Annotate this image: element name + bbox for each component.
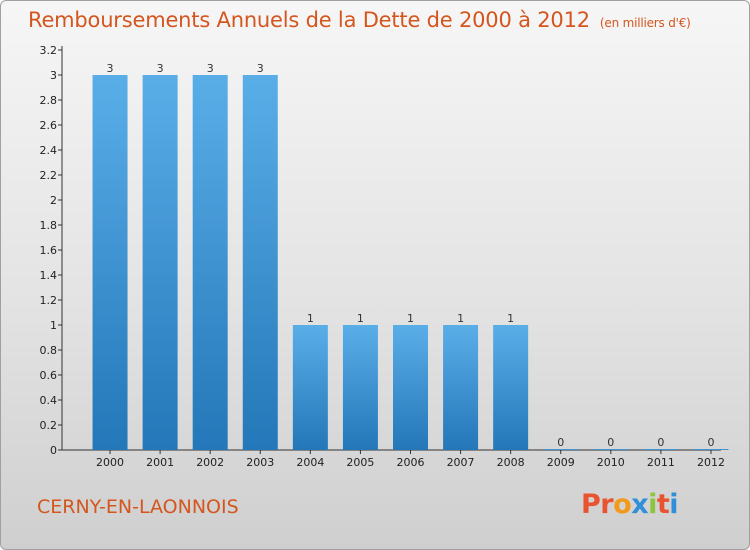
- data-label-2000: 3: [107, 62, 114, 75]
- y-tick-label: 1.8: [40, 219, 58, 232]
- logo-letter: P: [581, 489, 601, 520]
- y-tick-label: 1.2: [40, 294, 58, 307]
- x-tick-label-2003: 2003: [246, 456, 274, 469]
- data-label-2009: 0: [557, 436, 564, 449]
- y-tick-label: 2: [50, 194, 57, 207]
- y-tick-label: 0.2: [40, 419, 58, 432]
- bar-2001: [142, 75, 178, 450]
- data-label-2008: 1: [507, 312, 514, 325]
- logo-letter: x: [631, 489, 649, 520]
- y-tick-label: 3: [50, 69, 57, 82]
- y-tick-label: 2.4: [40, 144, 58, 157]
- data-label-2011: 0: [657, 436, 664, 449]
- y-tick-label: 3.2: [40, 44, 58, 57]
- chart-unit: (en milliers d'€): [599, 16, 691, 30]
- logo-letter: i: [669, 489, 679, 520]
- y-tick-label: 1.4: [40, 269, 58, 282]
- y-tick-label: 0.6: [40, 369, 58, 382]
- logo-letter: o: [613, 489, 632, 520]
- chart-bars: [92, 75, 729, 450]
- proxiti-logo[interactable]: Proxiti: [581, 489, 679, 520]
- chart-labels: 2000 3 2001 3 2002 3 2003 3 2004 1 2005 1 2006 1 2007 1…: [96, 62, 725, 469]
- x-tick-label-2001: 2001: [146, 456, 174, 469]
- bar-2000: [92, 75, 128, 450]
- x-tick-label-2012: 2012: [697, 456, 725, 469]
- chart-axes: 0 0.2 0.4 0.6 0.8 1 1.2 1.4 1.6 1.8 2 2.2 2.4 2.6 2.8 3…: [40, 44, 721, 457]
- bar-2011: [643, 449, 679, 450]
- x-tick-label-2006: 2006: [397, 456, 425, 469]
- bar-2003: [242, 75, 278, 450]
- logo-letter: r: [600, 489, 614, 520]
- x-tick-label-2007: 2007: [447, 456, 475, 469]
- bar-2008: [493, 325, 529, 450]
- x-tick-label-2010: 2010: [597, 456, 625, 469]
- y-tick-label: 2.8: [40, 94, 58, 107]
- bar-2012: [693, 449, 729, 450]
- x-tick-label-2002: 2002: [196, 456, 224, 469]
- data-label-2012: 0: [707, 436, 714, 449]
- x-tick-label-2005: 2005: [346, 456, 374, 469]
- y-tick-label: 0.4: [40, 394, 58, 407]
- data-label-2005: 1: [357, 312, 364, 325]
- y-tick-label: 1: [50, 319, 57, 332]
- data-label-2001: 3: [157, 62, 164, 75]
- data-label-2006: 1: [407, 312, 414, 325]
- bar-2005: [342, 325, 378, 450]
- y-tick-label: 1.6: [40, 244, 58, 257]
- data-label-2004: 1: [307, 312, 314, 325]
- data-label-2007: 1: [457, 312, 464, 325]
- y-tick-label: 0.8: [40, 344, 58, 357]
- bar-2010: [593, 449, 629, 450]
- x-tick-label-2008: 2008: [497, 456, 525, 469]
- bar-2007: [443, 325, 479, 450]
- x-tick-label-2004: 2004: [296, 456, 324, 469]
- bar-2009: [543, 449, 579, 450]
- x-tick-label-2009: 2009: [547, 456, 575, 469]
- chart-title-text: Remboursements Annuels de la Dette de 20…: [28, 8, 590, 32]
- bar-2002: [192, 75, 228, 450]
- logo-letter: t: [656, 489, 670, 520]
- logo-letter: i: [648, 489, 657, 520]
- x-tick-label-2011: 2011: [647, 456, 675, 469]
- y-tick-label: 0: [50, 444, 57, 457]
- bar-2004: [292, 325, 328, 450]
- data-label-2003: 3: [257, 62, 264, 75]
- data-label-2002: 3: [207, 62, 214, 75]
- y-tick-label: 2.2: [40, 169, 58, 182]
- x-tick-label-2000: 2000: [96, 456, 124, 469]
- place-name: CERNY-EN-LAONNOIS: [37, 496, 239, 518]
- bar-2006: [393, 325, 428, 450]
- chart-title: Remboursements Annuels de la Dette de 20…: [28, 8, 691, 32]
- y-tick-label: 2.6: [40, 119, 58, 132]
- data-label-2010: 0: [607, 436, 614, 449]
